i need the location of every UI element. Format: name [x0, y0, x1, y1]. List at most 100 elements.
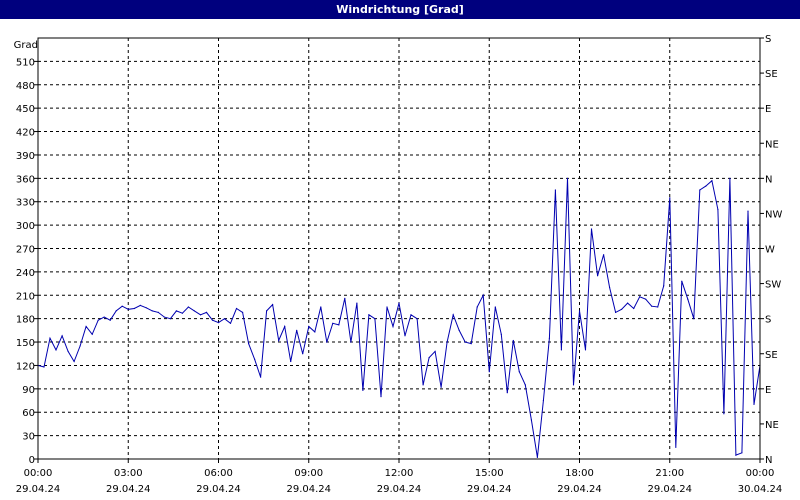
data-point [235, 307, 238, 310]
data-point [753, 403, 755, 405]
y-tick-label: 210 [16, 291, 35, 302]
data-point [73, 360, 75, 363]
data-point [633, 307, 635, 310]
data-point [458, 329, 460, 331]
data-point [554, 189, 557, 191]
data-point [705, 185, 707, 187]
data-point [61, 335, 63, 337]
x-tick-time: 06:00 [204, 468, 233, 479]
data-point [272, 304, 274, 306]
plot-frame [37, 37, 761, 460]
data-point [735, 454, 737, 456]
data-point [260, 376, 262, 378]
data-point [506, 392, 508, 394]
data-point [699, 189, 701, 191]
data-point [488, 371, 490, 373]
data-point [85, 325, 87, 328]
data-point [344, 297, 346, 299]
data-point [103, 316, 105, 318]
data-point [223, 318, 226, 320]
right-axis: N NE E SE S SW W NW N NE E SE S [760, 34, 782, 466]
data-point [470, 343, 472, 345]
x-tick-time: 12:00 [385, 468, 414, 479]
data-point [187, 306, 189, 308]
data-point [669, 197, 671, 199]
data-point [254, 358, 256, 360]
data-point [729, 177, 731, 179]
right-tick-label: S [765, 315, 771, 326]
line-chart: 0 30 60 90 120 150 180 210 240 270 300 330 360 390 420… [14, 34, 783, 495]
right-tick-label: N [765, 174, 772, 185]
x-tick-time: 00:00 [746, 468, 775, 479]
data-point [687, 298, 689, 300]
right-tick-label: NW [765, 209, 782, 220]
data-point [199, 314, 202, 316]
data-point [627, 302, 629, 304]
data-point [350, 341, 352, 343]
data-point [663, 285, 665, 287]
data-point [362, 389, 364, 391]
x-tick-date: 29.04.24 [286, 484, 331, 495]
data-point [416, 318, 418, 320]
x-tick-time: 00:00 [24, 468, 53, 479]
data-point [392, 325, 394, 328]
right-tick-label: NE [765, 420, 779, 431]
y-tick-label: 480 [16, 81, 35, 92]
data-point [566, 177, 569, 179]
data-point [524, 384, 526, 386]
data-point [49, 337, 51, 339]
right-tick-label: S [765, 34, 771, 45]
data-point [675, 446, 677, 448]
y-tick-label: 360 [16, 174, 35, 185]
data-point [639, 296, 641, 298]
x-tick-date: 29.04.24 [16, 484, 61, 495]
window-title: Windrichtung [Grad] [0, 0, 800, 19]
data-point [410, 314, 412, 316]
x-tick-date: 29.04.24 [467, 484, 512, 495]
data-point [446, 341, 448, 343]
right-tick-label: E [765, 385, 771, 396]
data-point [205, 311, 208, 313]
data-point [380, 396, 382, 398]
data-point [284, 325, 286, 328]
data-point [308, 325, 310, 328]
data-point [386, 306, 388, 308]
data-point [615, 311, 617, 313]
y-tick-label: 90 [22, 385, 35, 396]
data-point [747, 210, 749, 212]
y-axis: 0 30 60 90 120 150 180 210 240 270 300 330 360 390 420… [16, 57, 38, 466]
y-tick-label: 60 [22, 408, 35, 419]
series-points [37, 177, 761, 458]
y-tick-label: 330 [16, 198, 35, 209]
data-point [621, 308, 623, 310]
data-point [560, 349, 563, 351]
data-point [278, 339, 280, 342]
y-tick-label: 300 [16, 221, 35, 232]
data-point [476, 306, 478, 308]
data-point [452, 314, 454, 316]
data-point [67, 350, 69, 352]
data-point [211, 319, 214, 321]
y-tick-label: 510 [16, 57, 35, 68]
data-point [229, 322, 232, 324]
data-point [584, 349, 587, 351]
data-point [290, 360, 292, 363]
data-point [741, 452, 743, 454]
data-point [193, 310, 195, 312]
data-point [482, 294, 484, 296]
data-point [603, 254, 605, 256]
data-point [169, 318, 171, 320]
data-point [693, 318, 695, 320]
data-point [518, 371, 520, 373]
data-point [127, 308, 129, 310]
y-tick-label: 180 [16, 315, 35, 326]
data-point [368, 314, 370, 316]
data-point [572, 384, 575, 386]
data-point [151, 310, 153, 312]
right-tick-label: NE [765, 139, 779, 150]
x-tick-time: 09:00 [294, 468, 323, 479]
data-point [530, 419, 533, 421]
y-tick-label: 0 [29, 455, 35, 466]
data-point [681, 280, 683, 282]
right-tick-label: SE [765, 69, 778, 80]
